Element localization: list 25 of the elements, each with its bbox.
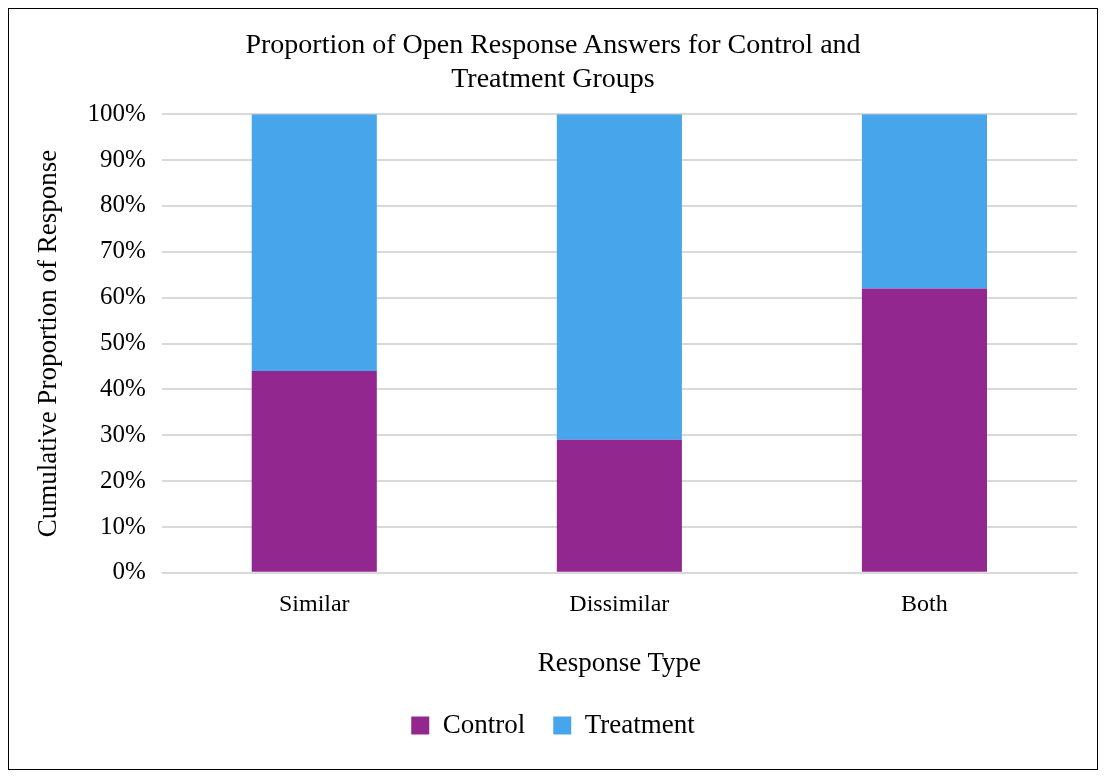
bar xyxy=(556,439,682,572)
bar xyxy=(861,288,987,572)
legend-label: Control xyxy=(442,708,526,739)
bar xyxy=(251,371,377,572)
y-tick-label: 80% xyxy=(99,190,146,218)
y-tick-label: 10% xyxy=(99,511,146,539)
chart-title: Proportion of Open Response Answers for Control and Treatment Groups xyxy=(245,28,861,93)
y-tick-label: 50% xyxy=(99,328,146,356)
y-tick-label: 100% xyxy=(87,98,146,126)
y-tick-label: 70% xyxy=(99,236,146,264)
bar xyxy=(556,114,682,440)
y-tick-label: 60% xyxy=(99,282,146,310)
y-tick-label: 30% xyxy=(99,419,146,447)
y-tick-label: 90% xyxy=(99,144,146,172)
x-axis-title: Response Type xyxy=(537,646,702,677)
x-tick-label: Similar xyxy=(278,590,350,617)
bar xyxy=(861,114,987,289)
y-tick-label: 20% xyxy=(99,465,146,493)
x-tick-label: Dissimilar xyxy=(569,590,670,617)
y-tick-label: 0% xyxy=(112,557,146,585)
x-tick-label: Both xyxy=(901,590,948,617)
bar xyxy=(251,114,377,372)
y-axis-title: Cumulative Proportion of Response xyxy=(32,149,63,538)
y-tick-label: 40% xyxy=(99,373,146,401)
legend-label: Treatment xyxy=(584,708,696,739)
